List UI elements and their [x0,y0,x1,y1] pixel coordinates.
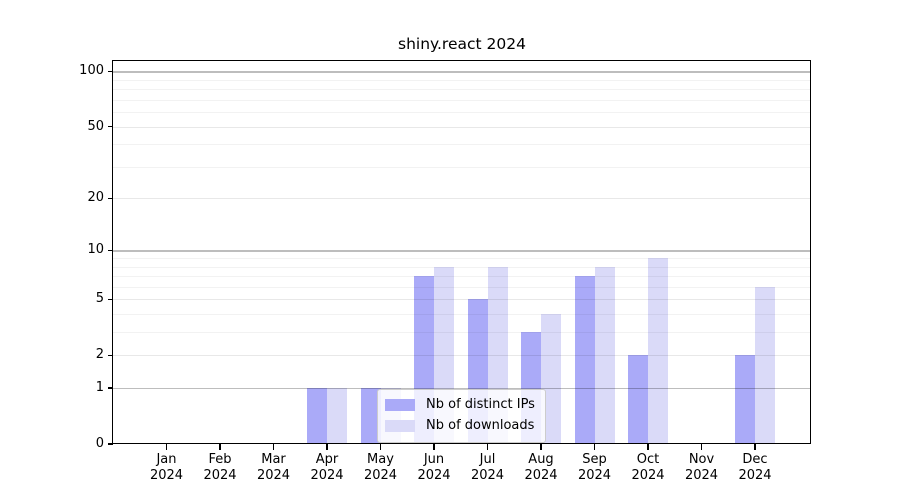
y-tick-mark-100 [107,70,113,73]
bar-downloads-sep [594,266,615,444]
gridline-y-60 [113,112,811,114]
x-tick-label-may: May 2024 [349,452,413,484]
gridline-y-6 [113,286,811,289]
bar-downloads-dec [755,286,775,444]
x-tick-mark-may [379,444,382,450]
gridline-y-10 [113,250,811,252]
bar-distinct-ips-oct [628,355,648,444]
x-tick-label-dec: Dec 2024 [723,452,787,484]
legend-swatch-distinct-ips [385,399,415,411]
bar-distinct-ips-sep [574,276,595,444]
x-tick-mark-dec [754,444,756,450]
x-tick-label-nov: Nov 2024 [670,452,734,484]
gridline-y-40 [113,144,811,146]
x-tick-year-may: 2024 [363,468,398,483]
bar-downloads-apr [327,388,347,444]
x-tick-mark-sep [593,444,596,450]
y-tick-mark-0 [107,443,113,445]
bar-downloads-aug [541,314,561,444]
x-tick-year-dec: 2024 [738,468,772,483]
gridline-y-50 [113,126,811,128]
legend-row-distinct-ips: Nb of distinct IPs [385,398,535,412]
x-tick-year-nov: 2024 [684,468,719,483]
y-tick-label-1: 1 [95,380,104,396]
gridline-y-90 [113,79,811,81]
x-tick-year-sep: 2024 [577,468,612,483]
x-tick-mark-mar [272,444,275,450]
y-tick-mark-20 [107,197,113,199]
y-tick-mark-50 [107,125,113,128]
x-tick-mark-feb [219,444,221,450]
x-tick-label-jul: Jul 2024 [456,452,520,484]
x-tick-label-jan: Jan 2024 [135,452,199,484]
x-tick-year-feb: 2024 [203,468,237,483]
x-tick-mark-aug [540,444,542,450]
bar-distinct-ips-apr [307,388,327,444]
legend-row-downloads: Nb of downloads [385,419,535,433]
y-tick-label-5: 5 [95,291,104,307]
x-tick-year-aug: 2024 [524,468,558,483]
gridline-y-3 [113,332,811,334]
gridline-y-100 [113,71,811,73]
chart-title: shiny.react 2024 [398,35,526,53]
legend-label-distinct-ips: Nb of distinct IPs [426,397,535,412]
gridline-y-5 [113,299,811,301]
plot-area: Nb of distinct IPs Nb of downloads [113,61,811,444]
bar-downloads-oct [648,258,668,444]
x-tick-year-jun: 2024 [417,468,451,483]
x-tick-mark-oct [647,444,649,450]
y-tick-label-0: 0 [95,436,104,451]
gridline-y-30 [113,166,811,168]
y-tick-label-50: 50 [87,118,104,134]
x-tick-label-feb: Feb 2024 [188,452,252,484]
bars-layer [113,61,811,444]
legend-label-downloads: Nb of downloads [426,418,535,433]
x-tick-year-apr: 2024 [310,468,344,483]
x-tick-label-sep: Sep 2024 [563,452,627,484]
gridline-y-20 [113,198,811,200]
x-tick-year-mar: 2024 [256,468,291,483]
y-tick-label-20: 20 [87,190,104,206]
y-tick-mark-1 [107,387,113,389]
x-tick-label-oct: Oct 2024 [616,452,680,484]
gridline-y-70 [113,99,811,102]
gridline-y-2 [113,355,811,357]
x-tick-label-apr: Apr 2024 [295,452,359,484]
gridline-y-1 [113,388,811,390]
bar-distinct-ips-dec [735,355,755,444]
gridline-y-9 [113,258,811,260]
x-tick-mark-jul [486,444,489,450]
y-tick-mark-5 [107,298,113,301]
gridline-y-4 [113,314,811,316]
x-tick-label-aug: Aug 2024 [509,452,573,484]
gridline-y-8 [113,266,811,268]
y-tick-label-2: 2 [95,347,104,363]
bar-distinct-ips-may [360,388,381,444]
grid-layer [113,61,811,444]
x-tick-year-oct: 2024 [631,468,665,483]
x-tick-year-jul: 2024 [470,468,505,483]
y-tick-label-10: 10 [87,242,104,258]
x-tick-mark-jan [165,444,168,450]
gridline-y-7 [113,276,811,278]
y-tick-label-100: 100 [79,63,104,79]
x-tick-mark-nov [700,444,703,450]
x-tick-year-jan: 2024 [149,468,184,483]
x-tick-mark-jun [433,444,435,450]
gridline-y-80 [113,89,811,91]
y-tick-mark-2 [107,354,113,356]
x-tick-label-jun: Jun 2024 [402,452,466,484]
x-tick-mark-apr [326,444,328,450]
x-tick-label-mar: Mar 2024 [242,452,306,484]
legend: Nb of distinct IPs Nb of downloads [377,389,546,443]
y-tick-mark-10 [107,249,113,252]
legend-swatch-downloads [385,420,415,432]
